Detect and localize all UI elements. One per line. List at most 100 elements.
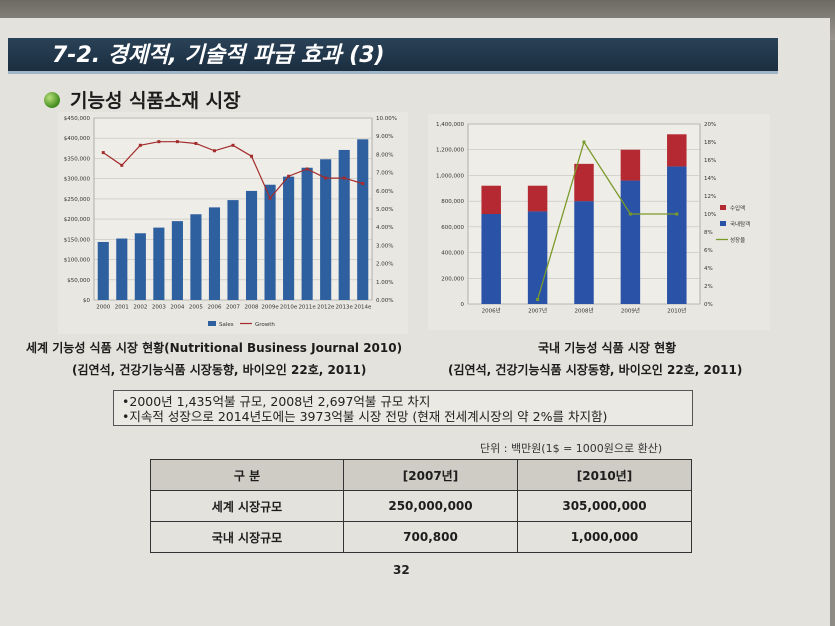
y2-tick-label: 5.00% (376, 207, 393, 213)
section-title: 기능성 식품소재 시장 (70, 90, 241, 112)
table-cell: 700,800 (343, 521, 518, 553)
line-point (175, 140, 179, 144)
y2-tick-label: 2.00% (376, 262, 393, 268)
market-size-table: 구 분 [2007년] [2010년] 세계 시장규모 250,000,000 … (150, 459, 692, 553)
bar (245, 190, 258, 300)
y-tick-label: $0 (83, 298, 90, 304)
legend-swatch (720, 221, 726, 226)
slide-title: 7-2. 경제적, 기술적 파급 효과 (3) (8, 38, 778, 74)
bar (153, 227, 165, 300)
bar (283, 176, 295, 300)
line-point (675, 212, 679, 216)
y2-tick-label: 16% (704, 158, 716, 164)
y2-tick-label: 10% (704, 212, 716, 218)
x-tick-label: 2000 (96, 305, 110, 311)
table-cell: 국내 시장규모 (150, 521, 344, 553)
line-point (212, 149, 216, 153)
y2-tick-label: 9.00% (376, 134, 393, 140)
line-point (194, 141, 198, 145)
y2-tick-label: 20% (704, 122, 716, 128)
y-tick-label: 1,200,000 (436, 148, 464, 154)
line-point (305, 167, 309, 171)
world-market-chart: $0 $50,000 $100,000 $150,000 $200,000 $250,00… (58, 112, 408, 334)
unit-note: 단위 : 백만원(1$ = 1000원으로 환산) (480, 442, 663, 455)
summary-bullet: •2000년 1,435억불 규모, 2008년 2,697억불 규모 차지 (122, 394, 431, 409)
y-tick-label: 1,000,000 (436, 173, 464, 179)
y2-tick-label: 0% (704, 302, 713, 308)
world-chart-source: (김연석, 건강기능식품 시장동향, 바이오인 22호, 2011) (72, 363, 367, 377)
bar (338, 149, 350, 300)
y-tick-label: $50,000 (67, 278, 90, 284)
y2-tick-label: 1.00% (376, 280, 393, 286)
x-tick-label: 2012e (317, 305, 335, 311)
table-header: 구 분 (150, 459, 344, 491)
bar (134, 233, 146, 300)
legend-swatch (208, 321, 216, 326)
legend-label: Growth (255, 322, 275, 328)
world-chart-caption: 세계 기능성 식품 시장 현황(Nutritional Business Jou… (26, 341, 403, 355)
y2-tick-label: 6% (704, 248, 713, 254)
y2-tick-label: 10.00% (376, 116, 397, 122)
y-tick-label: $250,000 (64, 197, 91, 203)
y-tick-label: $100,000 (64, 258, 91, 264)
x-tick-label: 2013e (336, 305, 354, 311)
x-tick-label: 2004 (170, 305, 184, 311)
table-cell: 250,000,000 (343, 490, 518, 522)
table-cell: 1,000,000 (517, 521, 692, 553)
y-tick-label: $450,000 (64, 116, 91, 122)
line-point (138, 143, 142, 147)
bar (667, 166, 687, 304)
bar (527, 211, 548, 304)
korea-chart-source: (김연석, 건강기능식품 시장동향, 바이오인 22호, 2011) (448, 363, 743, 377)
y2-tick-label: 0.00% (376, 298, 393, 304)
x-tick-label: 2008 (245, 305, 259, 311)
bar (320, 159, 332, 300)
y-tick-label: $400,000 (64, 136, 91, 142)
x-tick-label: 2010년 (667, 307, 686, 315)
y-tick-label: 400,000 (441, 251, 464, 257)
bar (171, 221, 183, 300)
y2-tick-label: 6.00% (376, 189, 393, 195)
line-point (231, 143, 235, 147)
line-point (628, 212, 632, 216)
table-cell: 305,000,000 (517, 490, 692, 522)
bar (357, 139, 369, 300)
x-tick-label: 2010e (280, 305, 298, 311)
y-tick-label: $150,000 (64, 237, 91, 243)
x-tick-label: 2007 (226, 305, 240, 311)
line-point (250, 154, 254, 158)
y-tick-label: 1,400,000 (436, 122, 464, 128)
bar (116, 238, 128, 300)
y-tick-label: $200,000 (64, 217, 91, 223)
x-tick-label: 2001 (115, 305, 129, 311)
bar (481, 214, 501, 304)
bar (97, 241, 109, 300)
korea-market-chart: 0 200,000 400,000 600,000 800,000 1,000,000 1,… (428, 114, 770, 330)
summary-box: •2000년 1,435억불 규모, 2008년 2,697억불 규모 차지 •… (113, 390, 693, 426)
x-tick-label: 2011e (298, 305, 316, 311)
line-point (536, 298, 540, 301)
legend-label: 성장율 (730, 236, 745, 244)
x-tick-label: 2007년 (528, 307, 547, 315)
table-row: 세계 시장규모 250,000,000 305,000,000 (150, 490, 692, 522)
bar (667, 134, 687, 167)
y-tick-label: $350,000 (64, 156, 91, 162)
line-point (157, 140, 161, 144)
page-number: 32 (393, 563, 410, 577)
y2-tick-label: 14% (704, 176, 716, 182)
legend-label: Sales (219, 322, 234, 328)
y2-tick-label: 2% (704, 284, 713, 290)
x-tick-label: 2009년 (621, 307, 640, 315)
x-tick-label: 2002 (133, 305, 147, 311)
bar (527, 185, 548, 212)
bar (574, 163, 594, 202)
green-bullet-icon (44, 91, 60, 108)
table-row: 국내 시장규모 700,800 1,000,000 (150, 521, 692, 553)
line-point (120, 163, 124, 167)
y2-tick-label: 4.00% (376, 225, 393, 231)
section-heading: 기능성 식품소재 시장 (44, 86, 241, 113)
bar (264, 184, 276, 300)
y2-tick-label: 18% (704, 140, 716, 146)
line-point (582, 140, 586, 144)
y2-tick-label: 8.00% (376, 152, 393, 158)
